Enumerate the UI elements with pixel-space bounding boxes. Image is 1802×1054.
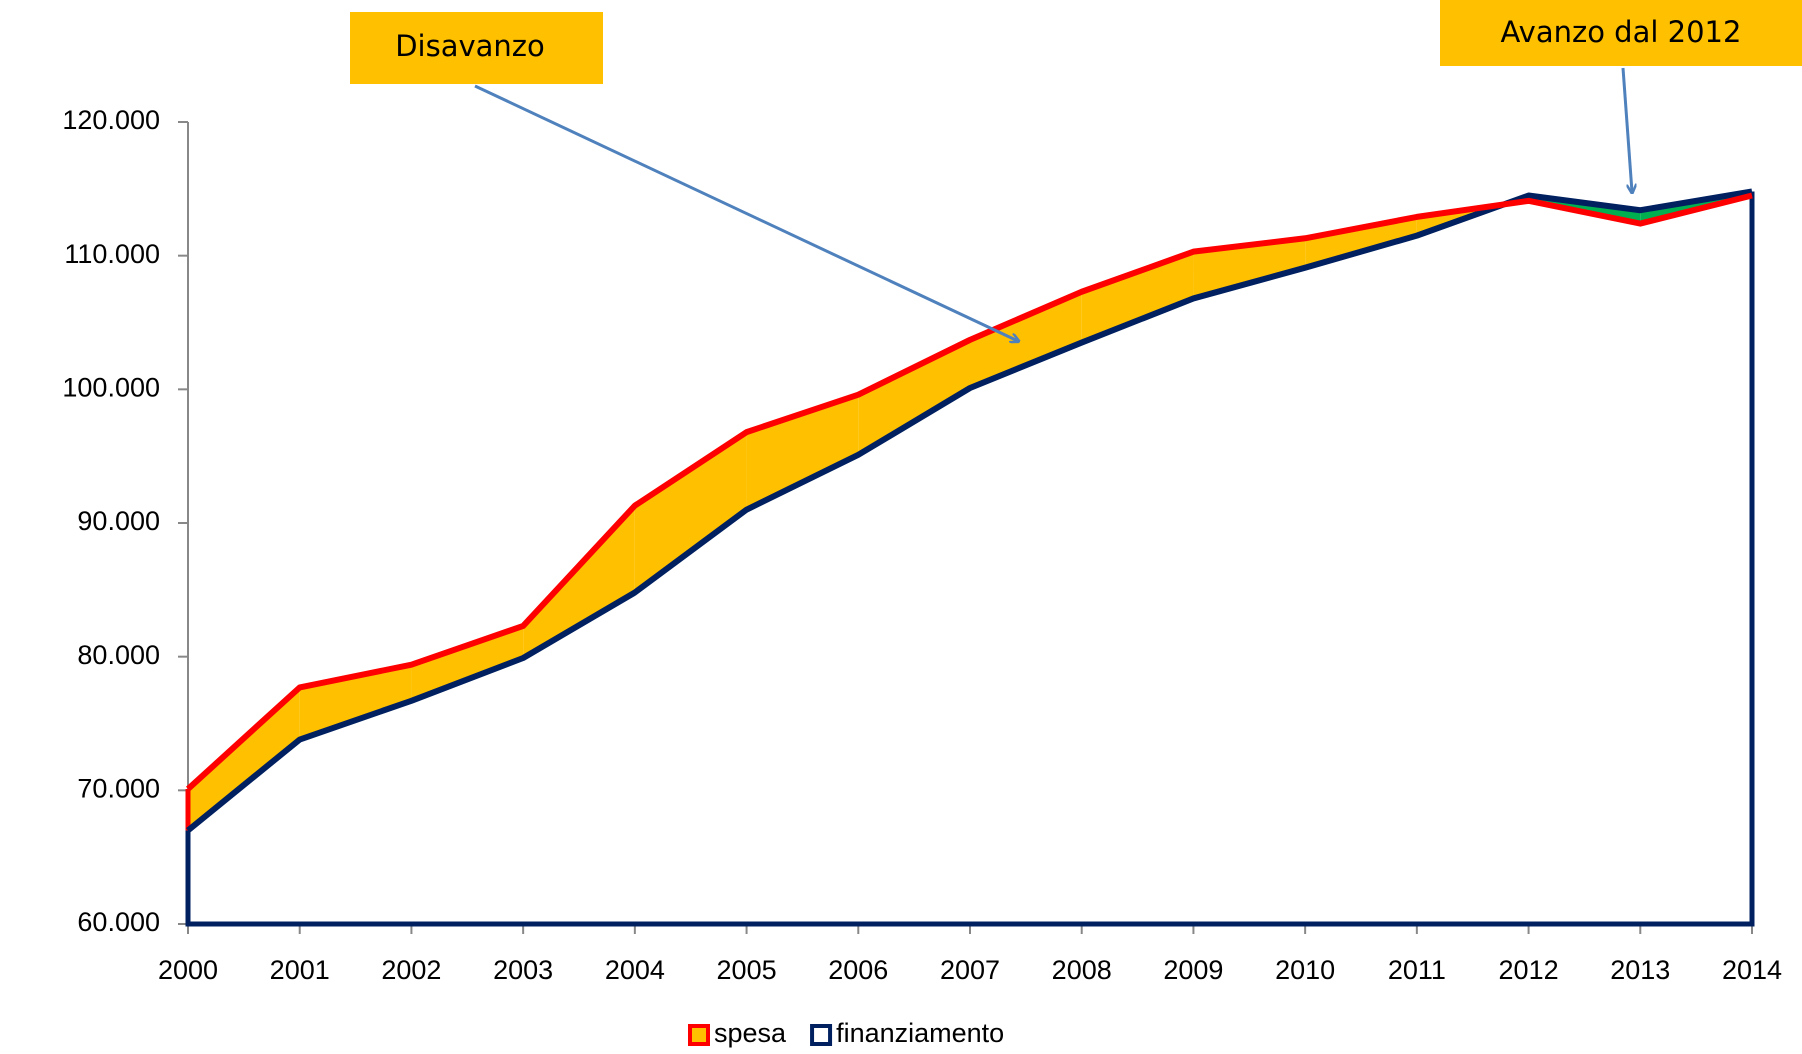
x-tick-label: 2006 [828, 955, 888, 985]
y-tick-label: 80.000 [77, 640, 160, 670]
area-edge [185, 191, 1755, 927]
x-tick-label: 2002 [381, 955, 441, 985]
annotation-box [350, 12, 603, 84]
annotation-arrow [1621, 67, 1632, 192]
y-tick-label: 120.000 [62, 105, 160, 135]
gap-area [523, 505, 635, 659]
y-tick-label: 70.000 [77, 773, 160, 803]
series-line [185, 192, 1753, 792]
x-tick-label: 2011 [1388, 955, 1446, 985]
legend-swatch [810, 1024, 833, 1046]
x-tick-label: 2005 [717, 955, 777, 985]
x-tick-label: 2012 [1499, 955, 1559, 985]
gap-area [858, 339, 970, 455]
legend-swatch [688, 1024, 710, 1046]
y-tick-label: 110.000 [64, 239, 160, 269]
gap-area [1305, 216, 1417, 268]
legend-label: finanziamento [836, 1018, 1004, 1048]
annotation-box [1440, 0, 1802, 66]
plot-area: 60.000 70.000 80.000 90.000 100.000 110.000 12… [62, 105, 1782, 1048]
x-tick-label: 2000 [158, 955, 218, 985]
x-tick-label: 2010 [1275, 955, 1335, 985]
y-tick-label: 60.000 [77, 907, 160, 937]
x-tick-label: 2001 [270, 955, 330, 985]
x-tick-label: 2003 [493, 955, 553, 985]
x-tick-label: 2008 [1052, 955, 1112, 985]
annotation: Disavanzo [395, 29, 545, 63]
annotation-arrow [474, 84, 1018, 341]
gap-area [1193, 238, 1306, 299]
x-tick-label: 2007 [940, 955, 1000, 985]
gap-area [188, 687, 300, 831]
x-tick-label: 2014 [1722, 955, 1782, 985]
legend-label: spesa [714, 1018, 787, 1048]
x-tick-label: 2004 [605, 955, 665, 985]
gap-area [634, 432, 747, 593]
y-tick-label: 100.000 [62, 372, 160, 402]
annotation: Avanzo dal 2012 [1501, 15, 1742, 49]
gap-area [1081, 251, 1194, 343]
gap-area [970, 291, 1082, 388]
y-tick-label: 90.000 [77, 506, 160, 536]
gap-area [411, 625, 524, 701]
x-tick-label: 2013 [1610, 955, 1670, 985]
series-line [186, 188, 1753, 833]
x-tick-label: 2009 [1163, 955, 1223, 985]
